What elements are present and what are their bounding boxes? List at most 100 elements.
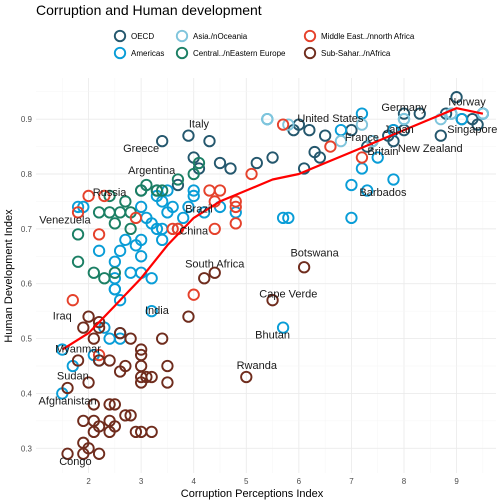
oecd-point	[471, 118, 484, 131]
country-label: China	[179, 225, 209, 237]
mideast-point	[213, 184, 227, 197]
oecd-point	[318, 129, 332, 142]
central-point	[108, 266, 122, 279]
oecd-point	[182, 129, 195, 142]
country-label: Norway	[448, 96, 486, 108]
mideast-point	[66, 294, 79, 307]
x-axis-title: Corruption Perceptions Index	[181, 488, 324, 500]
africa-point	[103, 398, 116, 411]
central-point	[187, 167, 200, 181]
x-tick-label: 5	[244, 477, 249, 486]
country-label: Sudan	[57, 371, 89, 383]
x-tick-label: 3	[139, 477, 144, 486]
africa-point	[113, 326, 127, 340]
ticks: 2 3 4 5 6 7 8 9 0.3 0.4 0.5 0.6 0.7 0.8 0.9	[21, 115, 459, 486]
chart-title: Corruption and Human development	[36, 2, 262, 18]
y-tick-label: 0.8	[21, 170, 33, 179]
africa-point	[124, 409, 137, 422]
trend-line	[61, 107, 484, 351]
oecd-point	[450, 91, 463, 104]
oecd-point	[266, 151, 279, 164]
country-label: Congo	[59, 456, 91, 468]
country-label: Cape Verde	[259, 288, 317, 300]
country-label: Bhutan	[255, 330, 290, 342]
americas-point	[276, 321, 290, 334]
mideast-legend-key	[303, 29, 317, 43]
oecd-point	[313, 151, 327, 164]
oecd-legend-label: OECD	[131, 32, 154, 41]
africa-point	[92, 420, 106, 433]
oecd-point	[303, 123, 316, 137]
central-point	[140, 178, 153, 192]
americas-point	[198, 206, 211, 219]
country-label: Myanmar	[55, 343, 101, 355]
x-tick-label: 4	[191, 477, 196, 486]
oecd-point	[413, 107, 426, 120]
country-label: South Africa	[185, 258, 245, 270]
asia-point	[355, 118, 369, 131]
africa-point	[119, 359, 132, 373]
mideast-point	[129, 211, 143, 225]
country-label: Iraq	[53, 310, 72, 322]
africa-point	[240, 370, 253, 384]
asia-point	[397, 112, 411, 126]
americas-point	[103, 332, 116, 345]
legend: OECD Americas Asia./nOceania Central../nEas…	[113, 29, 415, 60]
central-point	[108, 217, 122, 230]
americas-point	[119, 233, 132, 246]
mideast-point	[229, 195, 242, 208]
americas-point	[177, 211, 190, 225]
central-point	[192, 156, 206, 170]
central-point	[119, 195, 132, 208]
central-point	[150, 184, 164, 197]
africa-point	[198, 272, 211, 285]
mideast-point	[229, 200, 242, 214]
africa-point	[92, 447, 106, 460]
africa-legend-key	[303, 46, 317, 60]
country-label: Venezuela	[39, 214, 91, 226]
africa-point	[108, 420, 122, 433]
country-label: Argentina	[128, 165, 176, 177]
country-label: Russia	[93, 187, 128, 199]
mideast-point	[92, 348, 106, 362]
africa-point	[108, 398, 122, 411]
central-point	[87, 266, 100, 279]
points	[56, 91, 490, 460]
mideast-point	[208, 222, 221, 236]
africa-point	[208, 266, 221, 279]
country-label: United States	[297, 113, 364, 125]
mideast-point	[98, 189, 111, 203]
asia-legend-key	[175, 29, 189, 43]
americas-legend-key	[113, 46, 127, 60]
americas-point	[145, 272, 158, 285]
americas-point	[187, 189, 200, 203]
africa-point	[82, 310, 95, 323]
asia-point	[282, 118, 295, 131]
oecd-point	[434, 129, 447, 142]
africa-point	[297, 261, 311, 274]
americas-point	[345, 211, 358, 225]
country-label: India	[145, 305, 170, 317]
africa-point	[161, 359, 174, 373]
central-point	[71, 228, 85, 241]
oecd-point	[156, 134, 169, 148]
country-label: Afghanistan	[38, 395, 96, 407]
asia-legend-label: Asia./nOceania	[193, 32, 248, 41]
americas-point	[129, 239, 143, 252]
x-tick-label: 6	[297, 477, 302, 486]
x-tick-label: 7	[349, 477, 354, 486]
africa-point	[156, 332, 169, 345]
africa-point	[87, 332, 100, 345]
central-legend-key	[175, 46, 189, 60]
central-point	[98, 272, 111, 285]
africa-point	[61, 381, 74, 395]
x-tick-label: 9	[454, 477, 459, 486]
country-label: Japan	[384, 124, 414, 136]
americas-point	[156, 233, 169, 246]
y-tick-label: 0.5	[21, 335, 33, 344]
africa-point	[145, 370, 158, 384]
central-point	[71, 255, 85, 268]
africa-point	[182, 310, 195, 323]
americas-point	[345, 178, 358, 192]
americas-point	[134, 250, 148, 263]
